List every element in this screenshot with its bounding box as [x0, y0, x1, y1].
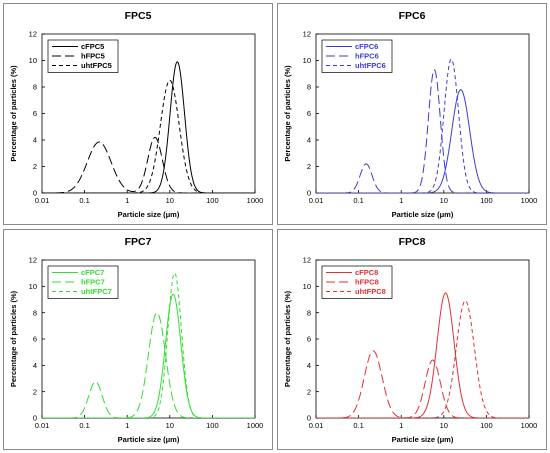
- chart2-xtick-label: 1: [399, 196, 403, 205]
- chart4-ytick-label: 0: [307, 414, 311, 423]
- chart4-xtick-label: 1: [399, 421, 403, 430]
- chart2-ytick-label: 12: [303, 30, 311, 39]
- chart4-legend-label: uhtFPC8: [355, 287, 386, 296]
- chart-svg-fpc7: FPC7 0 2 4 6 8 10 12 0.01 0.1 1 10 100 1000 Particle s…: [9, 236, 264, 444]
- chart2-y-axis-label: Percentage of particles (%): [283, 65, 292, 162]
- chart2-legend-label: hFPC6: [355, 52, 379, 61]
- chart3-legend-label: uhtFPC7: [81, 287, 112, 296]
- chart2-series-hFPC6: [316, 69, 529, 193]
- chart1-series-cFPC5: [42, 61, 255, 193]
- chart1-legend-label: hFPC5: [81, 52, 105, 61]
- chart4-ytick-label: 10: [303, 282, 311, 291]
- chart1-ytick-label: 6: [33, 109, 37, 118]
- chart2-xtick-label: 100: [480, 196, 493, 205]
- chart4-ytick-label: 12: [303, 256, 311, 265]
- chart1-xtick-label: 100: [206, 196, 219, 205]
- chart1-xtick-label: 10: [166, 196, 174, 205]
- chart2-ytick-label: 8: [307, 83, 311, 92]
- chart3-ytick-label: 0: [33, 414, 37, 423]
- chart-svg-fpc8: FPC8 0 2 4 6 8 10 12 0.01 0.1 1 10 100 1000 Particle s…: [283, 236, 538, 444]
- chart1-xtick-label: 1000: [247, 196, 264, 205]
- chart2-ytick-label: 6: [307, 109, 311, 118]
- chart4-ytick-label: 8: [307, 308, 311, 317]
- chart4-legend-label: hFPC8: [355, 278, 379, 287]
- chart1-ytick-label: 10: [29, 56, 37, 65]
- chart2-xtick-label: 1000: [521, 196, 538, 205]
- chart3-series-hFPC7: [42, 312, 255, 418]
- chart3-xtick-label: 100: [206, 421, 219, 430]
- chart3-series-cFPC7: [42, 293, 255, 418]
- chart4-xtick-label: 10: [440, 421, 448, 430]
- chart4-xtick-label: 100: [480, 421, 493, 430]
- chart3-legend-label: hFPC7: [81, 278, 105, 287]
- chart2-series-uhtFPC6: [316, 58, 529, 193]
- chart-panel-fpc7: FPC7 0 2 4 6 8 10 12 0.01 0.1 1 10 100 1000 Particle s…: [3, 229, 273, 450]
- chart1-title: FPC5: [125, 10, 152, 22]
- chart3-title: FPC7: [125, 236, 152, 248]
- chart2-ytick-label: 0: [307, 189, 311, 198]
- chart1-ytick-label: 2: [33, 162, 37, 171]
- chart3-xtick-label: 0.1: [79, 421, 89, 430]
- chart2-legend-label: cFPC6: [355, 42, 378, 51]
- chart3-ytick-label: 8: [33, 308, 37, 317]
- chart3-x-axis-label: Particle size (μm): [118, 435, 180, 444]
- chart1-ytick-label: 12: [29, 30, 37, 39]
- chart4-title: FPC8: [399, 236, 426, 248]
- chart1-xtick-label: 0.01: [35, 196, 50, 205]
- chart3-ytick-label: 4: [33, 361, 37, 370]
- chart4-ytick-label: 6: [307, 335, 311, 344]
- chart2-ytick-label: 2: [307, 162, 311, 171]
- chart2-legend-label: uhtFPC6: [355, 61, 386, 70]
- chart3-xtick-label: 0.01: [35, 421, 50, 430]
- chart4-series-cFPC8: [316, 292, 529, 418]
- chart3-xtick-label: 1: [125, 421, 129, 430]
- chart4-xtick-label: 0.01: [309, 421, 324, 430]
- chart1-legend-label: uhtFPC5: [81, 61, 112, 70]
- chart1-xtick-label: 1: [125, 196, 129, 205]
- chart3-ytick-label: 10: [29, 282, 37, 291]
- chart4-series-uhtFPC8: [316, 300, 529, 418]
- chart1-xtick-label: 0.1: [79, 196, 89, 205]
- chart3-legend-label: cFPC7: [81, 268, 104, 277]
- chart1-y-axis-label: Percentage of particles (%): [9, 65, 18, 162]
- chart2-xtick-label: 0.1: [353, 196, 363, 205]
- chart4-legend-label: cFPC8: [355, 268, 378, 277]
- chart-panel-fpc6: FPC6 0 2 4 6 8 10 12 0.01 0.1 1 10 100 1000 Particle s…: [277, 3, 547, 225]
- chart2-ytick-label: 10: [303, 56, 311, 65]
- chart1-x-axis-label: Particle size (μm): [118, 210, 180, 219]
- chart2-xtick-label: 10: [440, 196, 448, 205]
- chart4-y-axis-label: Percentage of particles (%): [283, 290, 292, 387]
- chart4-x-axis-label: Particle size (μm): [392, 435, 454, 444]
- chart2-xtick-label: 0.01: [309, 196, 324, 205]
- chart4-series-hFPC8: [316, 350, 529, 418]
- chart3-ytick-label: 6: [33, 335, 37, 344]
- chart3-ytick-label: 2: [33, 387, 37, 396]
- chart3-xtick-label: 1000: [247, 421, 264, 430]
- chart1-legend-label: cFPC5: [81, 42, 104, 51]
- chart2-title: FPC6: [399, 10, 426, 22]
- chart-panel-fpc8: FPC8 0 2 4 6 8 10 12 0.01 0.1 1 10 100 1000 Particle s…: [277, 229, 547, 450]
- chart4-xtick-label: 0.1: [353, 421, 363, 430]
- chart3-xtick-label: 10: [166, 421, 174, 430]
- chart4-ytick-label: 2: [307, 387, 311, 396]
- chart-svg-fpc6: FPC6 0 2 4 6 8 10 12 0.01 0.1 1 10 100 1000 Particle s…: [283, 10, 538, 219]
- chart1-series-hFPC5: [42, 136, 255, 193]
- chart-svg-fpc5: FPC5 0 2 4 6 8 10 12 0.01 0.1 1 10 100 1000 Particle s…: [9, 10, 264, 219]
- chart1-series-uhtFPC5: [42, 79, 255, 193]
- chart3-y-axis-label: Percentage of particles (%): [9, 290, 18, 387]
- chart3-ytick-label: 12: [29, 256, 37, 265]
- chart2-ytick-label: 4: [307, 136, 311, 145]
- chart2-x-axis-label: Particle size (μm): [392, 210, 454, 219]
- chart1-ytick-label: 0: [33, 189, 37, 198]
- chart4-ytick-label: 4: [307, 361, 311, 370]
- chart1-ytick-label: 8: [33, 83, 37, 92]
- chart-panel-fpc5: FPC5 0 2 4 6 8 10 12 0.01 0.1 1 10 100 1000 Particle s…: [3, 3, 273, 225]
- chart1-ytick-label: 4: [33, 136, 37, 145]
- chart4-xtick-label: 1000: [521, 421, 538, 430]
- chart3-series-uhtFPC7: [42, 272, 255, 418]
